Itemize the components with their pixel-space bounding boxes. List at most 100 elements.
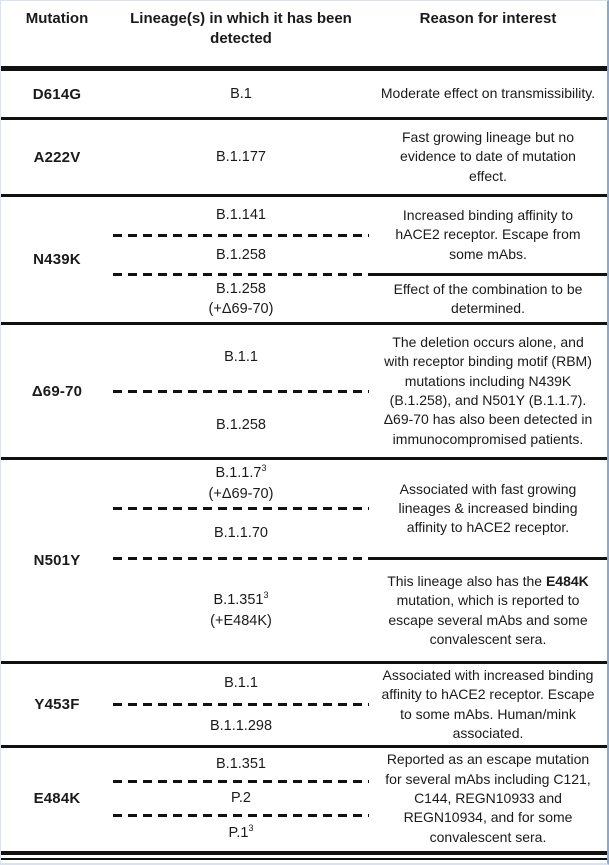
section-n501y: N501Y B.1.1.73 (+Δ69-70) B.1.1.70 Associated… <box>1 457 607 661</box>
lineage-value: P.2 <box>113 783 369 815</box>
lineage-value: B.1.258 <box>113 237 369 274</box>
reason-text: Increased binding affinity to hACE2 rece… <box>380 206 596 264</box>
footnote-superscript: 3 <box>248 823 254 834</box>
text-segment: Fast growing lineage but no evidence to … <box>400 129 576 184</box>
lineage-line: B.1.1.298 <box>210 716 272 736</box>
lineage-column: B.1.258 (+Δ69-70) <box>113 276 369 322</box>
footnote-superscript: 3 <box>263 590 269 601</box>
text-segment: B.1.177 <box>216 148 266 165</box>
text-segment: Moderate effect on transmissibility. <box>380 85 596 102</box>
text-segment: Associated with fast growing lineages & … <box>398 480 578 536</box>
dashed-divider <box>113 389 369 393</box>
section-rows: B.1.1 B.1.258 The deletion occurs alone, a… <box>113 325 607 457</box>
text-segment: B.1.1.7 <box>215 465 262 482</box>
text-segment: B.1.1 <box>224 675 258 692</box>
lineage-column: B.1.1 B.1.258 <box>113 325 369 457</box>
reason-cell: Associated with increased binding affini… <box>369 664 607 745</box>
lineage-line: B.1.1.70 <box>214 523 268 543</box>
mutation-label: N501Y <box>33 552 81 569</box>
mutation-label: E484K <box>33 790 81 808</box>
section-rows: B.1.177 Fast growing lineage but no evide… <box>113 120 607 194</box>
table-header: Mutation Lineage(s) in which it has been… <box>1 1 607 71</box>
lineage-line: P.2 <box>231 788 251 808</box>
text-segment: B.1.258 <box>216 246 266 263</box>
lineage-reason-group: B.1.1.73 (+Δ69-70) B.1.1.70 Associated with… <box>113 460 607 557</box>
dashed-divider <box>113 814 369 818</box>
section-e484k: E484K B.1.351 P.2 P.13 Reported as an escape… <box>1 745 607 849</box>
lineage-value: B.1.1.298 <box>113 706 369 745</box>
lineage-reason-group: B.1.177 Fast growing lineage but no evide… <box>113 120 607 194</box>
text-segment: B.1.351 <box>213 592 264 609</box>
lineage-line: B.1 <box>230 84 252 104</box>
group-divider <box>113 557 607 560</box>
section-n439k: N439K B.1.141 B.1.258 Increased binding aff… <box>1 194 607 322</box>
header-reason: Reason for interest <box>419 10 557 27</box>
section-y453f: Y453F B.1.1 B.1.1.298 Associated with incre… <box>1 661 607 745</box>
section-rows: B.1.351 P.2 P.13 Reported as an escape muta… <box>113 748 607 849</box>
text-segment: Effect of the combination to be determin… <box>393 280 583 316</box>
mutation-label: D614G <box>32 85 82 103</box>
lineage-value: B.1.1.70 <box>113 510 369 557</box>
group-divider <box>113 273 607 276</box>
text-segment: B.1.258 <box>216 280 266 297</box>
lineage-reason-group: B.1.351 P.2 P.13 Reported as an escape muta… <box>113 748 607 849</box>
lineage-line: (+Δ69-70) <box>209 484 274 504</box>
lineage-line: B.1.1 <box>224 673 258 693</box>
section-rows: B.1.1 B.1.1.298 Associated with increased … <box>113 664 607 745</box>
section-rows: B.1.1.73 (+Δ69-70) B.1.1.70 Associated with… <box>113 460 607 661</box>
text-segment: B.1.1.298 <box>209 717 273 734</box>
text-segment: Increased binding affinity to hACE2 rece… <box>395 207 581 262</box>
lineage-line: (+Δ69-70) <box>209 299 274 319</box>
lineage-value: B.1.258 (+Δ69-70) <box>113 276 369 322</box>
reason-cell: Moderate effect on transmissibility. <box>369 71 607 117</box>
lineage-reason-group: B.1.1 B.1.258 The deletion occurs alone, a… <box>113 325 607 457</box>
lineage-value: B.1.258 <box>113 393 369 458</box>
header-lineages: Lineage(s) in which it has been detected <box>130 10 352 48</box>
footnote-superscript: 3 <box>261 463 267 474</box>
reason-text: Reported as an escape mutation for sever… <box>380 750 596 847</box>
lineage-column: B.1.1.73 (+Δ69-70) B.1.1.70 <box>113 460 369 557</box>
text-segment: E484K <box>545 572 589 589</box>
lineage-reason-group: B.1 Moderate effect on transmissibility. <box>113 71 607 117</box>
lineage-line: B.1.177 <box>216 147 266 167</box>
section-rows: B.1.141 B.1.258 Increased binding affinity… <box>113 197 607 322</box>
text-segment: B.1 <box>230 85 252 102</box>
text-segment: P.2 <box>231 790 251 807</box>
solid-divider <box>369 273 607 276</box>
lineage-line: B.1.3513 <box>214 590 269 610</box>
reason-text: Effect of the combination to be determin… <box>380 280 596 319</box>
text-segment: (+E484K) <box>210 612 272 629</box>
dashed-divider <box>113 273 369 276</box>
lineage-value: B.1.1 <box>113 325 369 390</box>
text-segment: mutation, which is reported to escape se… <box>388 592 588 647</box>
lineage-value: B.1.177 <box>113 120 369 194</box>
header-mutation: Mutation <box>25 10 89 27</box>
table-bottom-border <box>1 850 607 855</box>
lineage-value: B.1.141 <box>113 197 369 234</box>
reason-cell: Associated with fast growing lineages & … <box>369 460 607 557</box>
mutation-label: Y453F <box>34 696 80 714</box>
reason-text: Associated with fast growing lineages & … <box>380 480 596 538</box>
mutation-label: A222V <box>33 148 81 166</box>
lineage-column: B.1.351 P.2 P.13 <box>113 748 369 849</box>
lineage-reason-group: B.1.1 B.1.1.298 Associated with increased … <box>113 664 607 745</box>
reason-cell: Fast growing lineage but no evidence to … <box>369 120 607 194</box>
reason-text: This lineage also has the E484K mutation… <box>380 572 596 649</box>
lineage-reason-group: B.1.258 (+Δ69-70) Effect of the combinatio… <box>113 276 607 322</box>
text-segment: P.1 <box>228 824 249 841</box>
text-segment: B.1.1.70 <box>213 525 268 542</box>
reason-cell: The deletion occurs alone, and with rece… <box>369 325 607 457</box>
lineage-line: B.1.258 <box>216 245 266 265</box>
reason-cell: This lineage also has the E484K mutation… <box>369 560 607 661</box>
text-segment: B.1.141 <box>216 207 266 224</box>
dashed-divider <box>113 703 369 707</box>
reason-text: Moderate effect on transmissibility. <box>380 84 596 103</box>
section-d614g: D614G B.1 Moderate effect on transmissibil… <box>1 71 607 117</box>
text-segment: B.1.258 <box>216 416 266 433</box>
reason-text: Fast growing lineage but no evidence to … <box>380 128 596 186</box>
lineage-column: B.1.141 B.1.258 <box>113 197 369 273</box>
lineage-line: B.1.351 <box>216 754 266 774</box>
lineage-line: B.1.1.73 <box>216 463 267 483</box>
lineage-column: B.1.3513 (+E484K) <box>113 560 369 661</box>
